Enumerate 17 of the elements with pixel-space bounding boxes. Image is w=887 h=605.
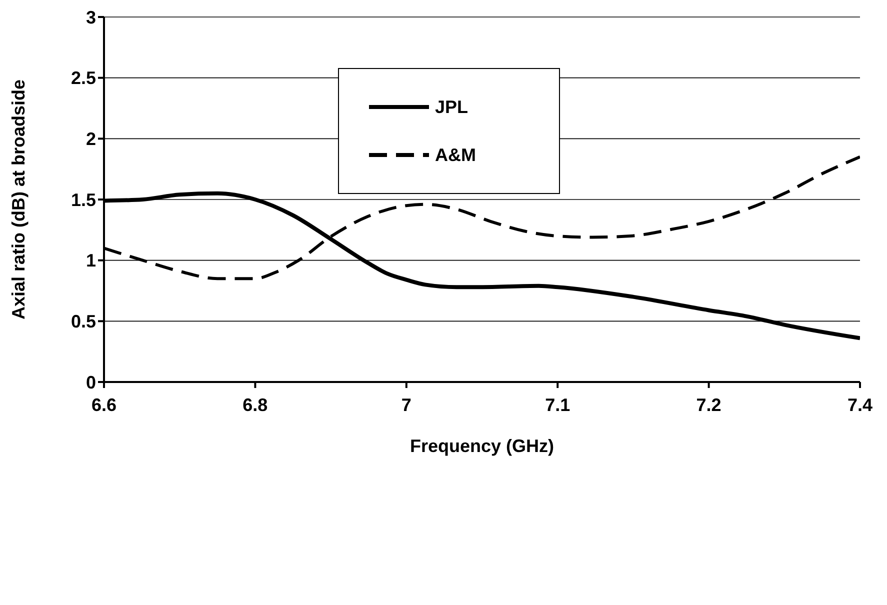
- y-tick-label: 1: [86, 250, 96, 271]
- y-tick-label: 2.5: [70, 68, 96, 88]
- x-axis-title: Frequency (GHz): [410, 436, 554, 456]
- x-tick-label: 6.6: [91, 394, 117, 415]
- y-axis-title: Axial ratio (dB) at broadside: [8, 79, 28, 320]
- x-tick-label: 7: [401, 394, 412, 415]
- legend-label: A&M: [435, 144, 476, 166]
- y-tick-label: 0.5: [70, 312, 96, 332]
- y-tick-label: 3: [86, 7, 96, 28]
- y-tick-label: 1.5: [70, 190, 96, 210]
- legend-label: JPL: [435, 96, 468, 118]
- x-tick-label: 7.2: [696, 394, 722, 415]
- x-tick-label: 7.4: [847, 394, 873, 415]
- y-tick-label: 0: [86, 372, 96, 392]
- x-tick-label: 6.8: [242, 394, 268, 415]
- x-tick-label: 7.1: [545, 394, 570, 415]
- y-tick-label: 2: [86, 129, 96, 150]
